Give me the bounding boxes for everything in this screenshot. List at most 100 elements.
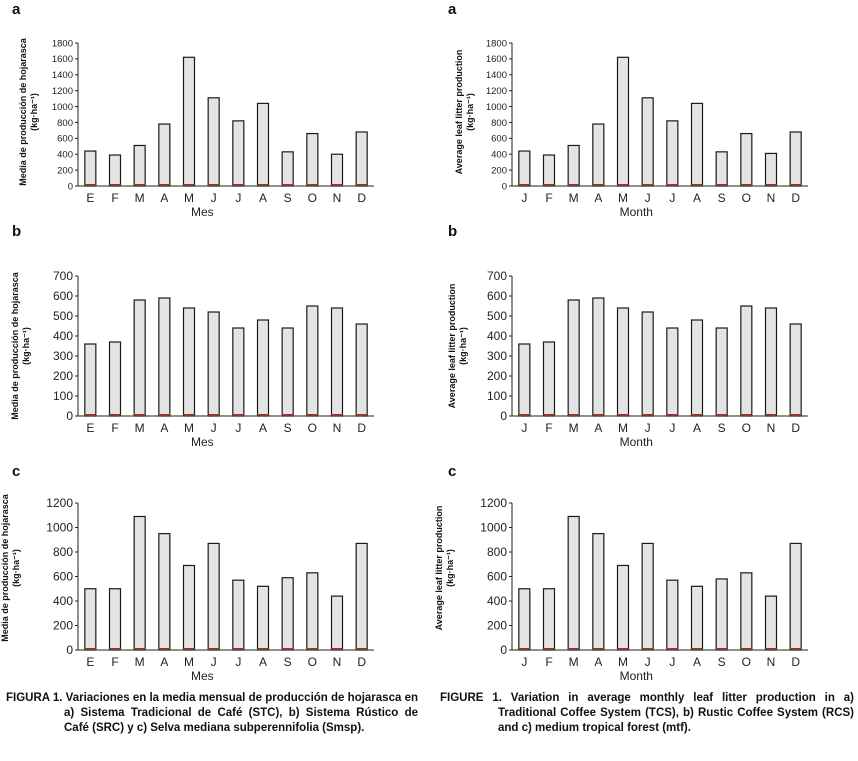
panel-a-es-ylabel: Media de producción de hojarasca — [18, 37, 28, 186]
panel-b-es-bar-base — [109, 414, 121, 416]
panel-c-en-bar — [715, 578, 728, 651]
panel-b-en-bar-base — [790, 414, 802, 416]
panel-a-es-ytick-label: 1000 — [52, 102, 73, 113]
panel-a-es-ytick-label: 1200 — [52, 86, 73, 97]
panel-b-en-xtick-label: D — [791, 421, 800, 435]
panel-a-es-bar — [207, 97, 220, 187]
panel-a-es-bar — [108, 154, 122, 187]
panel-b-es-xtick-label: A — [160, 421, 168, 435]
panel-b-en-label: b — [448, 223, 457, 240]
panel-c-en-bar — [690, 585, 704, 651]
panel-c-en-yunit: (kg·ha⁻¹) — [445, 549, 455, 587]
panel-a-es-bar — [256, 102, 270, 187]
panel-c-en-xtick-label: S — [718, 655, 726, 669]
panel-c-es-bar-base — [183, 648, 195, 650]
panel-c-es-xtick-label: A — [259, 655, 267, 669]
panel-c-en-bar — [641, 542, 654, 651]
panel-a-es-bar-base — [109, 184, 121, 186]
panel-c-en-bar-base — [716, 648, 728, 650]
panel-c-es-xtick-label: M — [184, 655, 194, 669]
panel-a-es-xtick-label: F — [111, 191, 118, 205]
panel-b-en-bar — [715, 327, 728, 417]
panel-c-en-xtick-label: A — [594, 655, 602, 669]
panel-a-en-bar — [616, 56, 630, 187]
panel-a-en-bar-base — [642, 184, 654, 186]
panel-a-es-bar-base — [331, 184, 343, 186]
panel-a-en-bar-base — [790, 184, 802, 186]
panel-c-es-label: c — [12, 463, 20, 480]
panel-a-es-ytick-label: 0 — [68, 181, 73, 192]
panel-a-es-bar — [232, 120, 245, 187]
caption-english-text: FIGURE 1. Variation in average monthly l… — [440, 692, 854, 734]
panel-b-en-xtick-label: O — [742, 421, 751, 435]
panel-a-es-bar — [158, 123, 171, 187]
panel-c-es-bar — [133, 515, 146, 651]
panel-c-es-xtick-label: M — [135, 655, 145, 669]
panel-a-en-bar — [666, 120, 679, 187]
panel-a-en-bar — [764, 152, 778, 187]
panel-b-es-bar-base — [232, 414, 244, 416]
panel-b-es-xtick-label: J — [235, 421, 241, 435]
panel-c-es-bar — [281, 577, 294, 651]
panel-a-en-bar — [518, 150, 531, 187]
panel-a-en-ytick-label: 1400 — [486, 70, 507, 81]
panel-c-en-ytick-label: 400 — [487, 594, 507, 608]
panel-b-es-bar — [330, 307, 344, 417]
panel-a-en-xtick-label: S — [718, 191, 726, 205]
panel-b-en-ylabel: Average leaf litter production — [447, 284, 457, 409]
panel-b-en-bar — [764, 307, 778, 417]
panel-c-en-ytick-label: 800 — [487, 545, 507, 559]
panel-b-en-xtick-label: N — [767, 421, 776, 435]
panel-a-es-ytick-label: 1600 — [52, 54, 73, 65]
panel-a-en-bar — [641, 97, 654, 187]
panel-a-en-bar — [567, 144, 580, 187]
panel-b-es-xlabel: Mes — [191, 435, 214, 449]
panel-a-en-xtick-label: N — [767, 191, 776, 205]
panel-c-en-bar — [616, 564, 630, 651]
caption-spanish-text: FIGURA 1. Variaciones en la media mensua… — [6, 692, 418, 734]
panel-b-en-bar — [616, 307, 630, 417]
panel-a-en-bar — [592, 123, 605, 187]
panel-c-en-xtick-label: F — [545, 655, 552, 669]
panel-a-en-bar-base — [691, 184, 703, 186]
panel-a-es-bar — [281, 151, 294, 187]
panel-a-en-ylabel: Average leaf litter production — [454, 50, 464, 175]
panel-c-es-bar-base — [257, 648, 269, 650]
panel-a-es-bar-base — [306, 184, 318, 186]
panel-c-es-bar-base — [282, 648, 294, 650]
panel-b-es-bar — [306, 305, 319, 417]
panel-a-es-bar — [182, 56, 196, 187]
panel-a-es-bar-base — [134, 184, 146, 186]
panel-b-es-bar-base — [356, 414, 368, 416]
caption-spanish: FIGURA 1. Variaciones en la media mensua… — [6, 691, 418, 736]
panel-b-es-ytick-label: 100 — [53, 389, 73, 403]
panel-a-en-xtick-label: M — [569, 191, 579, 205]
panel-c-en-bar — [740, 572, 753, 651]
panel-b-en-bar — [567, 299, 580, 417]
panel-a-en-ytick-label: 1000 — [486, 102, 507, 113]
panel-b-es-bar-base — [282, 414, 294, 416]
panel-c-es-xtick-label: S — [284, 655, 292, 669]
panel-b-es-ytick-label: 500 — [53, 309, 73, 323]
panel-c-en-ylabel: Average leaf litter production — [434, 506, 444, 631]
panel-a-es-ytick-label: 600 — [57, 134, 73, 145]
panel-b-en-bar-base — [666, 414, 678, 416]
panel-a-en-ytick-label: 600 — [491, 134, 507, 145]
panel-b-en-xtick-label: A — [693, 421, 701, 435]
panel-b-es-bar — [207, 311, 220, 417]
panel-b-en-bar-base — [765, 414, 777, 416]
panel-c-es-ytick-label: 600 — [53, 570, 73, 584]
panel-c-en-xtick-label: M — [569, 655, 579, 669]
panel-c-en-bar-base — [518, 648, 530, 650]
panel-b-es-ytick-label: 0 — [66, 409, 73, 423]
panel-a-es-xtick-label: A — [160, 191, 168, 205]
panel-b-en-bar-base — [740, 414, 752, 416]
panel-c-en-ytick-label: 1000 — [480, 521, 507, 535]
panel-c-es-bar — [306, 572, 319, 651]
panel-b-en-bar — [592, 297, 605, 417]
panel-b-es-bar — [256, 319, 270, 417]
panel-b-en-ytick-label: 100 — [487, 389, 507, 403]
panel-b-en-ytick-label: 600 — [487, 289, 507, 303]
panel-c-en-xtick-label: A — [693, 655, 701, 669]
panel-b-es-xtick-label: E — [86, 421, 94, 435]
